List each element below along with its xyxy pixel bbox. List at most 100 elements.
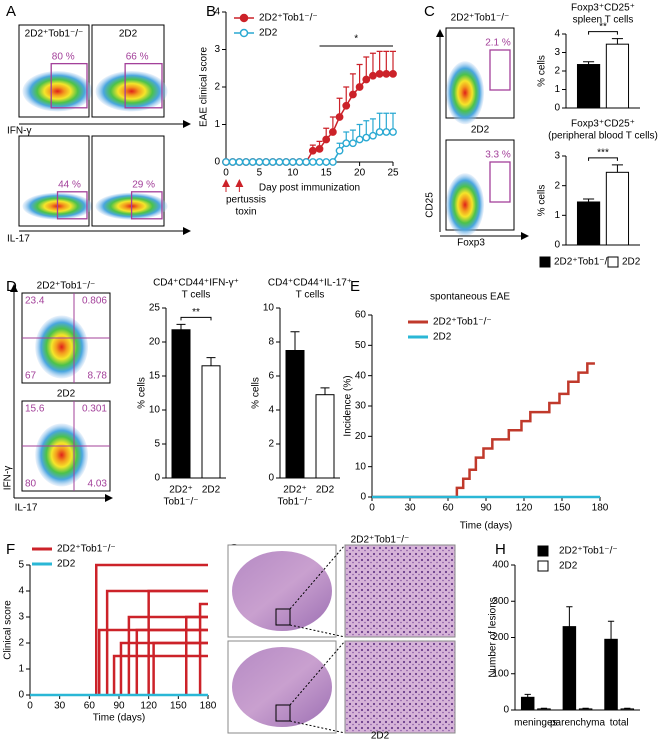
data-point [222,158,230,166]
data-point [362,75,371,84]
panel-label: E [350,278,360,295]
y-tick-label: 0 [503,705,509,716]
legend-label: 2D2⁺Tob1⁻/⁻ [559,546,618,557]
y-tick-label: 0 [214,157,220,168]
x-axis-label: Day post immunization [259,183,360,194]
plot-label: 2D2 [57,389,76,400]
error-bar [566,606,573,627]
quadrant-value: 15.6 [25,404,45,415]
y-tick-label: 400 [492,560,509,571]
legend-label: 2D2 [622,257,641,268]
gate [489,49,511,91]
data-point [382,128,391,136]
y-axis-label: Clinical score [3,600,14,660]
y-tick-label: 1 [554,84,560,95]
zoom-line [289,720,346,734]
y-tick-label: 10 [263,303,275,314]
note: toxin [235,207,256,218]
data-point [335,146,344,155]
x-tick-label: 180 [592,503,609,514]
data-point [242,158,250,166]
plot-label: 2D2 [471,125,490,136]
y-tick-label: 15 [149,371,161,382]
y-tick-label: 5 [154,439,160,450]
panel-label: A [6,3,16,20]
data-point [355,135,364,144]
legend-swatch [537,545,549,557]
panel-label: D [6,278,17,295]
error-bar [540,707,548,709]
x-tick-label: 180 [200,701,217,712]
chart-title: CD4⁺CD44⁺IFN-γ⁺ [153,278,239,289]
data-point [369,71,377,80]
data-point [282,158,291,166]
error-bar [524,693,531,698]
legend-label: 2D2 [57,559,76,570]
data-point [315,144,324,153]
data-point [349,90,357,99]
y-tick-label: 10 [149,405,161,416]
axis-label: Foxp3 [457,238,485,249]
y-tick-label: 4 [18,586,24,597]
error-bar [583,198,595,202]
x-tick-label: meninges [514,718,557,729]
bar [576,64,601,109]
x-tick-label: 10 [287,168,299,179]
error-bar [611,38,623,45]
bar [576,201,601,246]
zoom-box [275,608,291,626]
data-point [308,146,317,155]
y-tick-label: 2 [554,66,560,77]
gate-value: 80 % [52,51,75,62]
zoom-box [275,704,291,722]
bar [605,171,630,246]
chart-title: (peripheral blood T cells) [548,131,658,142]
x-tick-label: parenchyma [550,718,605,729]
flow-density [446,61,485,125]
y-tick-label: 200 [492,632,509,643]
data-point [295,158,304,166]
data-point [288,158,297,166]
bar [605,43,630,109]
data-point [322,135,331,144]
data-point [389,128,397,136]
bar [520,696,535,711]
y-tick-label: 0 [360,492,366,503]
bar [620,708,635,711]
legend-label: 2D2 [433,332,452,343]
legend-label: 2D2⁺Tob1⁻/⁻ [259,13,318,24]
gate-value: 29 % [132,179,155,190]
axis-label: IFN-γ [3,466,14,490]
x-tick-label: 120 [516,503,533,514]
data-point [322,158,331,166]
x-tick-label: 0 [27,701,33,712]
data-point [375,69,384,78]
spinal-cord [232,647,332,727]
x-tick-label: 60 [442,503,454,514]
bar [171,329,191,479]
data-point [349,139,357,148]
y-tick-label: 0 [268,473,274,484]
plot-label: 2D2⁺Tob1⁻/⁻ [37,281,96,292]
y-tick-label: 3 [554,47,560,58]
x-tick-label: 25 [387,168,399,179]
data-point [342,139,351,148]
y-tick-label: 40 [355,370,367,381]
incidence-line [372,362,595,499]
group-label: 2D2⁺Tob1⁻/⁻ [351,535,410,546]
flow-density [95,71,168,112]
bar [604,638,618,711]
mouse-score [119,641,208,695]
y-tick-label: 2 [18,638,24,649]
bar [315,394,335,479]
error-bar [582,707,589,709]
histology-zoom [344,544,456,638]
quadrant-value: 4.03 [88,479,108,490]
data-point [268,158,277,166]
error-bar [583,61,595,65]
bar [578,708,593,711]
y-axis-label: % cells [137,377,148,409]
y-axis-label: EAE clinical score [199,47,210,127]
mouse-score [198,602,208,695]
y-tick-label: 100 [492,668,509,679]
